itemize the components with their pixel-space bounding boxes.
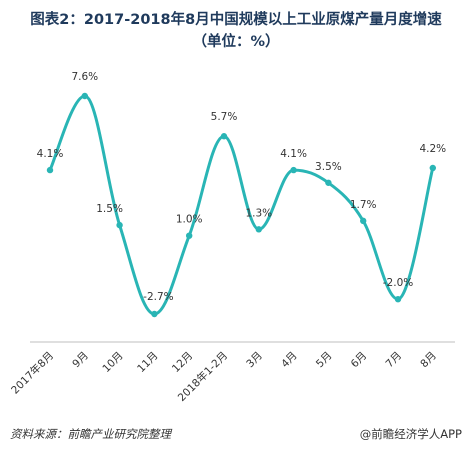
x-tick-label: 8月 bbox=[418, 350, 439, 371]
x-tick-label: 12月 bbox=[170, 350, 195, 375]
data-point bbox=[116, 221, 123, 229]
data-label: 5.7% bbox=[211, 111, 238, 123]
x-tick-label: 7月 bbox=[383, 350, 404, 371]
x-tick-label: 4月 bbox=[279, 350, 300, 371]
x-tick-label: 3月 bbox=[244, 350, 265, 371]
data-point bbox=[325, 179, 332, 186]
data-label: 3.5% bbox=[315, 161, 342, 173]
data-label: 7.6% bbox=[71, 71, 98, 83]
data-point bbox=[360, 217, 367, 225]
data-point bbox=[46, 166, 54, 174]
chart-title: 图表2：2017-2018年8月中国规模以上工业原煤产量月度增速 bbox=[30, 10, 442, 28]
data-label: -2.7% bbox=[143, 291, 173, 303]
data-point bbox=[290, 166, 297, 174]
chart-subtitle: （单位：%） bbox=[192, 32, 279, 50]
series-line bbox=[48, 94, 435, 316]
footer-brand: @前瞻经济学人APP bbox=[360, 427, 462, 441]
data-label: 1.5% bbox=[96, 203, 123, 215]
data-labels: 4.1% 7.6% 1.5% -2.7% 1.0% 5.7% 1.3% 4.1% 3.5% 1.7… bbox=[37, 71, 446, 303]
data-label: 4.1% bbox=[280, 148, 307, 160]
x-tick-label: 9月 bbox=[70, 350, 91, 371]
data-label: 1.3% bbox=[245, 207, 272, 219]
footer-source: 资料来源：前瞻产业研究院整理 bbox=[10, 427, 172, 441]
data-point bbox=[255, 226, 262, 233]
data-point bbox=[394, 295, 402, 303]
x-tick-label: 10月 bbox=[100, 350, 125, 375]
data-label: 4.1% bbox=[37, 148, 64, 160]
data-label: 1.0% bbox=[176, 214, 203, 226]
x-tick-label: 6月 bbox=[349, 350, 370, 371]
data-label: -2.0% bbox=[383, 277, 413, 289]
data-point bbox=[151, 310, 158, 318]
data-label: 1.7% bbox=[350, 199, 377, 211]
series-group bbox=[46, 92, 436, 318]
data-point bbox=[220, 133, 228, 140]
data-label: 4.2% bbox=[419, 143, 446, 155]
x-tick-label: 5月 bbox=[314, 350, 335, 371]
data-point bbox=[186, 232, 193, 239]
data-point bbox=[81, 92, 89, 100]
x-tick-label: 2017年8月 bbox=[8, 349, 56, 397]
x-tick-label: 11月 bbox=[135, 350, 160, 375]
data-point bbox=[429, 164, 436, 172]
